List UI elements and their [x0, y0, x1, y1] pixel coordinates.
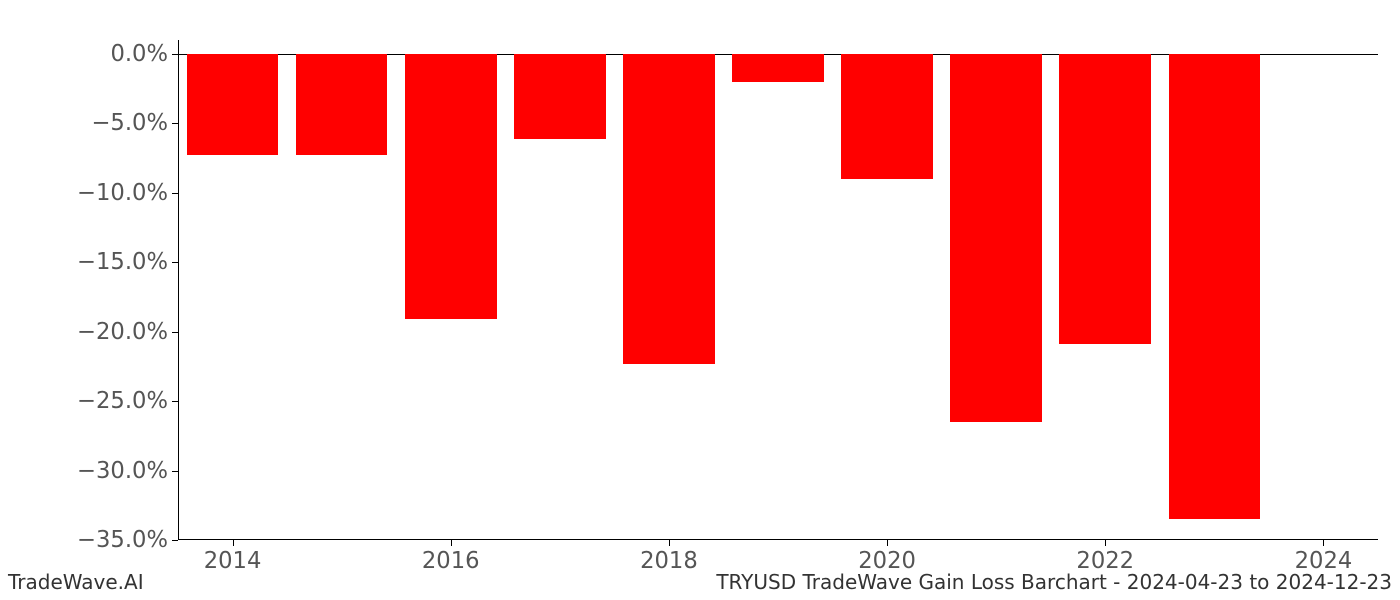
bar — [732, 54, 824, 82]
y-tick-label: −15.0% — [77, 249, 178, 275]
y-tick-label: −20.0% — [77, 319, 178, 345]
x-tick-label: 2016 — [422, 540, 480, 574]
bar — [841, 54, 933, 179]
y-tick-label: −35.0% — [77, 527, 178, 553]
y-tick-label: 0.0% — [110, 41, 178, 67]
x-axis-line — [178, 539, 1378, 540]
bar — [1059, 54, 1151, 344]
x-tick-label: 2014 — [204, 540, 262, 574]
y-axis-line — [178, 40, 179, 540]
x-tick-label: 2018 — [640, 540, 698, 574]
x-tick-label: 2020 — [858, 540, 916, 574]
bar — [514, 54, 606, 139]
bar — [1169, 54, 1261, 519]
plot-area: 0.0%−5.0%−10.0%−15.0%−20.0%−25.0%−30.0%−… — [178, 40, 1378, 540]
bar — [187, 54, 279, 155]
bar — [296, 54, 388, 155]
footer-right-label: TRYUSD TradeWave Gain Loss Barchart - 20… — [716, 570, 1392, 594]
bar — [623, 54, 715, 364]
y-tick-label: −10.0% — [77, 180, 178, 206]
y-tick-label: −25.0% — [77, 388, 178, 414]
x-tick-label: 2022 — [1076, 540, 1134, 574]
y-tick-label: −30.0% — [77, 458, 178, 484]
bar — [950, 54, 1042, 422]
y-tick-label: −5.0% — [91, 110, 178, 136]
x-tick-label: 2024 — [1295, 540, 1353, 574]
bar — [405, 54, 497, 319]
footer-left-label: TradeWave.AI — [8, 570, 144, 594]
chart-figure: 0.0% −5.0% −10.0% −15.0% −20.0% −25.0% −30.0% −… — [0, 0, 1400, 600]
